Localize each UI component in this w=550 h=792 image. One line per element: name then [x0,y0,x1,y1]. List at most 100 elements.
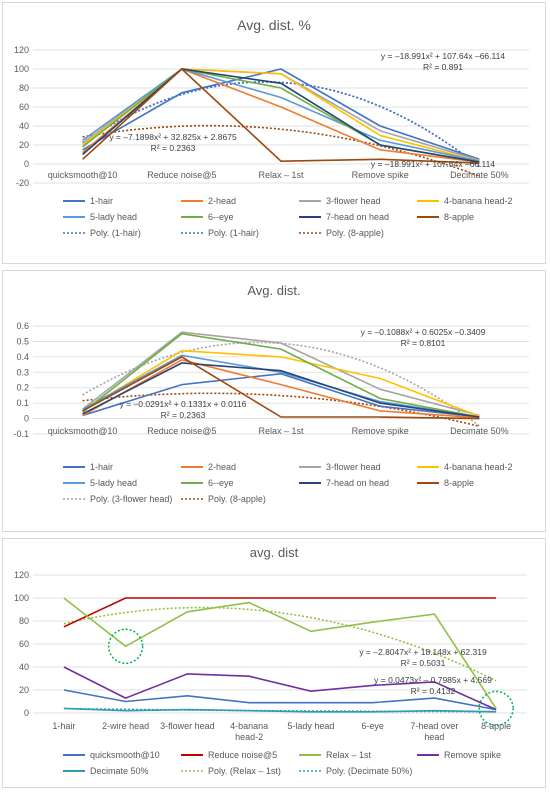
legend-label: Poly. (3-flower head) [90,494,172,504]
x-tick-label: Remove spike [352,170,409,180]
x-tick-label: 8-apple [481,721,511,731]
legend-label: 3-flower head [326,196,381,206]
x-tick-label: quicksmooth@10 [48,170,118,180]
legend-label: 4-banana head-2 [444,196,513,206]
y-tick-label: 0.6 [16,321,29,331]
trendline-equation: y = –18.991x² + 107.64x –66.114 [381,51,505,61]
chart-avg-dist: Avg. dist. -0.1 0 0.1 0.2 0.3 0.4 0.5 0.6 quicksm… [13,283,529,504]
y-tick-label: 40 [19,662,29,672]
y-tick-label: 0.4 [16,352,29,362]
y-tick-label: 120 [14,570,29,580]
y-tick-label: 80 [19,616,29,626]
chart-title: Avg. dist. [247,283,300,298]
chart-avg-dist-percent: Avg. dist. % -20 0 20 40 60 80 100 120 quicksmoot… [14,17,529,238]
x-tick-label: Decimate 50% [450,426,509,436]
x-tick-label: head-2 [235,732,263,742]
trendline-r2: R² = 0.2363 [161,410,206,420]
y-tick-label: 0.2 [16,383,29,393]
legend-label: 1-hair [90,462,113,472]
x-tick-label: Reduce noise@5 [147,170,216,180]
trendline-r2: R² = 0.5031 [401,658,446,668]
legend-label: 4-banana head-2 [444,462,513,472]
y-tick-label: 0 [24,159,29,169]
chart-avg-dist-by-model: avg. dist 0 20 40 60 80 100 120 1-hair 2-wire hea… [14,545,527,776]
y-tick-label: 0.3 [16,367,29,377]
series-line-0 [82,68,480,161]
legend-label: 3-flower head [326,462,381,472]
series-line-4 [63,707,497,713]
trendline-1 [82,81,480,168]
trendline-equation: y = –0.0291x² + 0.1331x + 0.0116 [120,399,247,409]
legend-label: Poly. (8-apple) [208,494,266,504]
trendline-0 [82,81,480,168]
y-tick-label: 0.5 [16,336,29,346]
trendline-equation: y = 0.0473x² – 0.7985x + 4.569 [374,675,492,685]
legend-label: 8-apple [444,212,474,222]
trendline-equation: y = –18.991x² + 107.64x –66.114 [371,159,495,169]
trendline-equation: y = –2.8047x² + 18.148x + 62.319 [359,647,487,657]
y-tick-label: 60 [19,102,29,112]
trendline-equation: y = –0.1088x² + 0.6025x –0.3409 [361,327,486,337]
legend-label: Poly. (1-hair) [90,228,141,238]
x-tick-label: Remove spike [352,426,409,436]
legend-label: 7-head on head [326,478,389,488]
legend-label: 6--eye [208,212,234,222]
trendline-r2: R² = 0.2363 [151,143,196,153]
x-tick-label: 6-eye [361,721,384,731]
x-tick-label: 5-lady head [287,721,334,731]
legend-label: quicksmooth@10 [90,750,160,760]
y-tick-label: 0 [24,414,29,424]
series-line-2 [82,331,480,417]
x-tick-label: 7-head over [410,721,458,731]
series-line-2 [63,597,497,709]
legend-label: Reduce noise@5 [208,750,277,760]
series-line-7 [82,67,480,164]
legend-label: 5-lady head [90,212,137,222]
legend-label: 6--eye [208,478,234,488]
x-tick-label: 1-hair [52,721,75,731]
legend-label: Poly. (Decimate 50%) [326,766,412,776]
trendline-0 [63,606,497,682]
legend-label: Remove spike [444,750,501,760]
series-line-0 [82,372,480,418]
series-line-3 [82,349,480,418]
y-tick-label: 120 [14,45,29,55]
chart-panel-avg-dist-percent: Avg. dist. % -20 0 20 40 60 80 100 120 quicksmoot… [2,2,546,264]
y-tick-label: 100 [14,64,29,74]
legend-label: 1-hair [90,196,113,206]
y-tick-label: -0.1 [13,429,29,439]
trendline-r2: R² = 0.4132 [411,686,456,696]
y-tick-label: 20 [19,685,29,695]
x-tick-label: 4-banana [230,721,268,731]
legend-label: Decimate 50% [90,766,149,776]
trendline-1 [82,392,480,428]
legend-label: Poly. (8-apple) [326,228,384,238]
chart-panel-avg-dist-by-model: avg. dist 0 20 40 60 80 100 120 1-hair 2-wire hea… [2,538,546,788]
chart-title: Avg. dist. % [237,17,311,33]
series-line-6 [82,68,480,163]
x-tick-label: Reduce noise@5 [147,426,216,436]
series-line-5 [82,332,480,418]
legend-label: 8-apple [444,478,474,488]
series-line-3 [63,666,497,711]
series-line-7 [82,355,480,420]
y-tick-label: 100 [14,593,29,603]
x-tick-label: quicksmooth@10 [48,426,118,436]
trendline-equation: y = –7.1898x² + 32.825x + 2.8675 [109,132,237,142]
chart-panel-avg-dist: Avg. dist. -0.1 0 0.1 0.2 0.3 0.4 0.5 0.6 quicksm… [2,270,546,532]
y-tick-label: 40 [19,121,29,131]
x-tick-label: Decimate 50% [450,170,509,180]
legend-label: Relax – 1st [326,750,372,760]
y-tick-label: 60 [19,639,29,649]
series-line-4 [82,68,480,162]
series-line-0 [63,689,497,711]
legend-label: Poly. (1-hair) [208,228,259,238]
x-tick-label: Relax – 1st [258,426,304,436]
legend-label: 2-head [208,196,236,206]
y-tick-label: 0.1 [16,398,29,408]
legend-label: 7-head on head [326,212,389,222]
trendline-r2: R² = 0.8101 [401,338,446,348]
trendline-r2: R² = 0.891 [423,62,463,72]
x-tick-label: head [424,732,444,742]
series-line-6 [82,362,480,418]
